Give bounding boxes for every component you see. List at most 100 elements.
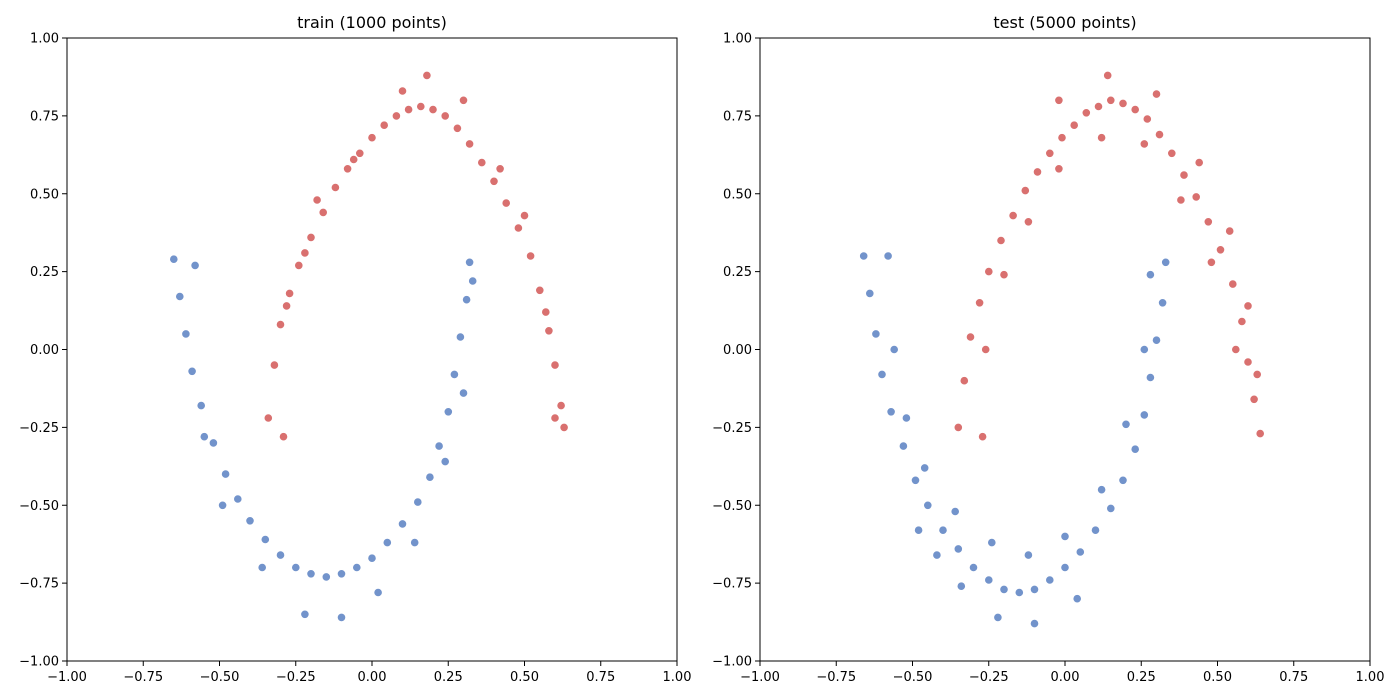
train-point (306, 569, 316, 579)
test-y-tick-label: 1.00 (723, 32, 752, 47)
test-point (1029, 584, 1040, 595)
test-point (1249, 394, 1259, 404)
test-point (1054, 95, 1064, 105)
train-x-tick-label: −0.50 (200, 670, 240, 685)
test-point (1090, 525, 1101, 535)
test-point (1060, 562, 1070, 573)
test-point (996, 235, 1006, 246)
test-point (1151, 89, 1162, 99)
test-point (987, 537, 997, 548)
test-point (1139, 139, 1149, 149)
test-point (999, 270, 1009, 280)
train-x-tick-label: −0.25 (276, 670, 316, 685)
test-point (993, 612, 1003, 623)
test-point (1097, 485, 1107, 495)
train-point (355, 148, 365, 158)
test-point (999, 584, 1009, 595)
test-point (1014, 587, 1024, 598)
train-y-tick-label: 0.50 (30, 187, 59, 202)
test-point (1237, 316, 1247, 327)
train-point (294, 260, 304, 270)
train-point (495, 164, 505, 174)
test-point (1139, 410, 1149, 420)
train-point (519, 211, 530, 221)
train-point (199, 432, 209, 442)
test-point (968, 562, 979, 573)
train-y-tick-label: 0.75 (30, 109, 59, 124)
test-point (877, 369, 887, 379)
train-point (428, 105, 438, 115)
train-point (379, 120, 389, 130)
train-point (410, 537, 420, 548)
test-point (1252, 369, 1262, 379)
train-point (413, 497, 423, 507)
test-point (1176, 195, 1186, 205)
train-point (513, 223, 524, 233)
train-point (477, 158, 487, 168)
test-point (974, 298, 985, 308)
train-point (233, 494, 243, 504)
train-point (190, 260, 200, 270)
train-y-tick-label: 0.00 (30, 343, 59, 358)
train-point (312, 195, 322, 205)
train-point (464, 139, 475, 149)
train-point (321, 572, 331, 582)
train-point (367, 133, 377, 143)
test-point (953, 544, 963, 554)
test-x-tick-label: 0.00 (1051, 670, 1080, 685)
test-point (1081, 108, 1091, 118)
test-x-tick-label: 0.25 (1127, 670, 1156, 685)
train-x-tick-label: 0.50 (510, 670, 539, 685)
train-point (544, 326, 554, 336)
test-point (898, 441, 909, 451)
test-chart-title: test (5000 points) (993, 13, 1136, 32)
test-point (1054, 164, 1064, 174)
test-point (1103, 70, 1113, 81)
test-point (1255, 428, 1265, 439)
train-point (382, 537, 392, 548)
test-point (1020, 186, 1030, 196)
train-point (175, 291, 185, 302)
train-panel: train (1000 points) −1.00 −0.75 −0.50 −0.25… (19, 13, 691, 685)
test-axis-ticks: −1.00 −0.75 −0.50 −0.25 0.00 0.25 0.50 0.75 1.00… (712, 32, 1384, 686)
train-point (221, 469, 231, 479)
train-point (300, 248, 310, 258)
test-point (1023, 550, 1034, 560)
train-point (284, 288, 295, 298)
train-axis-ticks: −1.00 −0.75 −0.50 −0.25 0.00 0.25 0.50 0.75 1.00… (19, 32, 691, 686)
train-point (278, 432, 289, 442)
test-point (977, 432, 988, 442)
train-y-tick-label: 1.00 (30, 32, 59, 47)
test-point (1225, 226, 1235, 236)
test-point (1008, 211, 1018, 221)
test-y-tick-label: 0.00 (723, 343, 752, 358)
test-x-tick-label: 1.00 (1356, 670, 1385, 685)
train-x-tick-label: 0.25 (434, 670, 463, 685)
test-point (1069, 120, 1079, 130)
test-y-tick-label: −0.50 (712, 499, 752, 514)
test-point (1072, 594, 1082, 604)
test-point (1206, 257, 1217, 267)
test-point (1029, 618, 1040, 629)
test-point (1191, 192, 1201, 202)
test-point (901, 413, 912, 423)
train-point (330, 182, 340, 193)
test-plot-frame (759, 37, 1371, 662)
train-point (373, 587, 383, 598)
train-point (434, 441, 444, 451)
train-point (181, 329, 191, 339)
train-point (559, 422, 569, 432)
train-point (458, 388, 469, 398)
test-point (984, 266, 994, 277)
test-point (1023, 217, 1034, 227)
test-point (923, 500, 933, 510)
train-point (300, 609, 310, 619)
test-panel: test (5000 points) −1.00 −0.75 −0.50 −0.25 0… (712, 13, 1384, 685)
test-point (984, 575, 994, 585)
train-point (306, 232, 316, 242)
test-point (1106, 503, 1116, 513)
test-point (1075, 547, 1085, 557)
train-point (397, 86, 408, 96)
test-point (910, 475, 921, 485)
train-point (440, 111, 450, 121)
